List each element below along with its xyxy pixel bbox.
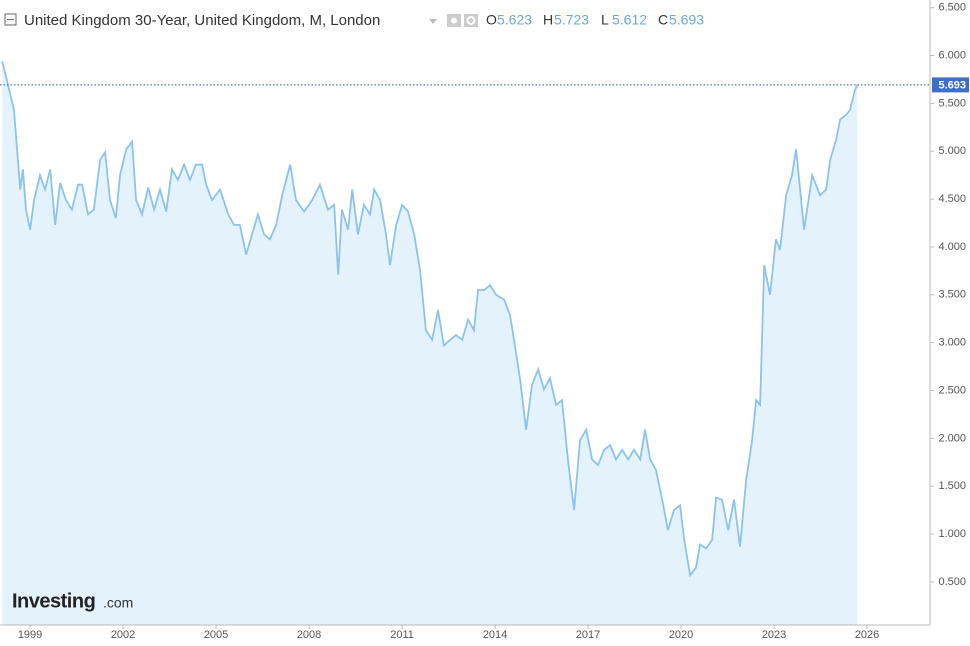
last-price-tag (932, 77, 969, 93)
logo-text: Investing (12, 590, 95, 612)
settings-icon-gear (466, 16, 476, 25)
y-tick-label: 4.000 (938, 241, 966, 253)
header: United Kingdom 30-Year, United Kingdom, … (4, 12, 478, 29)
area (2, 61, 858, 626)
eye-icon-pupil (451, 17, 457, 24)
logo: Investing .com (12, 590, 133, 612)
y-tick-label: 1.000 (938, 528, 966, 540)
dropdown-caret[interactable] (429, 19, 437, 24)
x-tick-label: 2020 (669, 629, 693, 641)
ohlc-label: L (601, 12, 609, 28)
collapse-icon[interactable] (4, 13, 17, 26)
x-tick-label: 1999 (18, 629, 42, 641)
chart-title: United Kingdom 30-Year, United Kingdom, … (24, 12, 380, 29)
y-tick-label: 5.500 (938, 97, 966, 109)
ohlc-label: C (658, 12, 668, 28)
ohlc-value: 5.612 (612, 12, 647, 28)
x-tick-label: 2008 (297, 629, 321, 641)
y-tick-label: 0.500 (938, 576, 966, 588)
y-tick-label: 4.500 (938, 193, 966, 205)
line (1, 61, 859, 578)
x-tick-label: 2002 (111, 629, 135, 641)
settings-icon[interactable] (464, 14, 478, 27)
logo-suffix: .com (103, 595, 133, 611)
ohlc-value: 5.723 (554, 12, 589, 28)
y-tick-label: 6.500 (938, 2, 966, 14)
ohlc-value: 5.693 (669, 12, 704, 28)
ohlc-label: O (486, 12, 497, 28)
plot-area (1, 61, 859, 626)
y-tick-label: 1.500 (938, 480, 966, 492)
y-tick-label: 2.500 (938, 384, 966, 396)
last-price-label: 5.693 (938, 79, 966, 91)
y-tick-label: 3.500 (938, 289, 966, 301)
y-tick-label: 3.000 (938, 337, 966, 349)
ohlc-label: H (543, 12, 553, 28)
x-tick-label: 2011 (390, 629, 414, 641)
y-tick-label: 6.000 (938, 49, 966, 61)
x-tick-label: 2023 (762, 629, 786, 641)
x-tick-label: 2014 (483, 629, 507, 641)
x-tick-label: 2026 (855, 629, 879, 641)
ohlc-value: 5.623 (497, 12, 532, 28)
x-tick-label: 2005 (204, 629, 228, 641)
x-tick-label: 2017 (576, 629, 600, 641)
y-tick-label: 5.000 (938, 145, 966, 157)
y-tick-label: 2.000 (938, 432, 966, 444)
